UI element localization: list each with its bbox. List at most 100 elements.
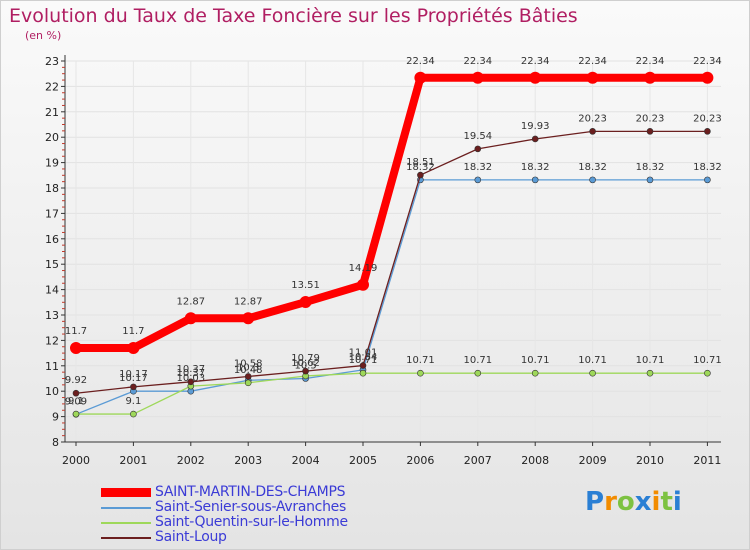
data-label: 10.71 xyxy=(521,355,550,366)
data-label: 18.32 xyxy=(636,162,665,173)
data-label: 10.3 xyxy=(237,362,259,373)
x-tick-label: 2003 xyxy=(234,454,262,467)
data-label: 9.92 xyxy=(65,375,87,386)
data-label: 22.34 xyxy=(521,56,550,67)
y-axis-unit-label: (en %) xyxy=(25,29,62,42)
series-line xyxy=(75,130,709,394)
data-label: 10.5 xyxy=(294,361,316,372)
y-tick-label: 23 xyxy=(45,55,59,68)
y-tick-label: 11 xyxy=(45,360,59,373)
data-label: 9.1 xyxy=(68,396,84,407)
x-tick-label: 2006 xyxy=(406,454,434,467)
data-point xyxy=(646,128,654,135)
data-label: 12.87 xyxy=(176,296,205,307)
data-label: 22.34 xyxy=(636,56,665,67)
logo-letter: r xyxy=(604,487,617,517)
x-tick-label: 2002 xyxy=(177,454,205,467)
logo-letter: i xyxy=(672,487,682,517)
data-label: 22.34 xyxy=(693,56,722,67)
legend-label: Saint-Quentin-sur-le-Homme xyxy=(155,514,348,530)
data-point xyxy=(704,176,711,184)
data-point xyxy=(357,278,369,291)
data-point xyxy=(417,171,424,179)
data-point xyxy=(184,312,197,325)
data-point xyxy=(644,71,656,84)
data-label: 10.71 xyxy=(693,355,722,366)
series-line xyxy=(75,372,709,415)
data-label: 10.62 xyxy=(291,358,320,369)
data-point xyxy=(704,369,711,377)
data-point xyxy=(471,71,484,84)
data-label: 9.09 xyxy=(65,396,87,407)
data-label: 10.37 xyxy=(176,368,205,379)
x-tick-label: 2008 xyxy=(521,454,549,467)
data-label: 10.71 xyxy=(349,355,378,366)
data-point xyxy=(646,176,654,184)
y-tick-label: 10 xyxy=(45,385,59,398)
data-point xyxy=(72,389,80,397)
data-point xyxy=(242,312,255,325)
y-tick-label: 9 xyxy=(52,411,59,424)
data-point xyxy=(72,410,80,418)
x-tick-label: 2001 xyxy=(119,454,147,467)
data-label: 22.34 xyxy=(578,56,607,67)
data-point xyxy=(474,369,482,377)
legend-label: Saint-Loup xyxy=(155,529,227,545)
data-label: 10.79 xyxy=(291,353,320,364)
y-tick-label: 14 xyxy=(45,284,59,297)
data-point xyxy=(187,378,195,386)
data-point xyxy=(130,383,137,391)
data-point xyxy=(70,342,82,355)
data-label: 10.17 xyxy=(119,373,148,384)
logo-letter: x xyxy=(634,487,652,517)
data-label: 10.37 xyxy=(176,364,205,375)
logo-letter: t xyxy=(660,487,673,517)
logo-letter: i xyxy=(651,487,661,517)
data-point xyxy=(474,145,482,153)
legend-swatch xyxy=(101,488,151,497)
logo-letter: P xyxy=(585,487,605,517)
x-tick-label: 2007 xyxy=(464,454,492,467)
data-label: 10.71 xyxy=(636,355,665,366)
data-label: 20.23 xyxy=(636,113,665,124)
data-point xyxy=(531,135,539,143)
data-point xyxy=(531,176,539,184)
data-point xyxy=(474,176,482,184)
y-tick-label: 17 xyxy=(45,207,59,220)
data-label: 10.48 xyxy=(234,365,263,376)
x-tick-label: 2004 xyxy=(292,454,320,467)
data-label: 18.51 xyxy=(406,157,435,168)
data-label: 11.7 xyxy=(65,326,87,337)
data-point xyxy=(414,71,427,84)
data-label: 20.23 xyxy=(693,113,722,124)
data-point xyxy=(646,369,654,377)
data-label: 22.34 xyxy=(406,56,435,67)
y-tick-label: 22 xyxy=(45,80,59,93)
legend-label: SAINT-MARTIN-DES-CHAMPS xyxy=(155,484,346,500)
x-tick-label: 2011 xyxy=(693,454,721,467)
data-label: 18.32 xyxy=(521,162,550,173)
x-tick-label: 2000 xyxy=(62,454,90,467)
data-point xyxy=(589,176,596,184)
data-label: 10.71 xyxy=(463,355,492,366)
legend-label: Saint-Senier-sous-Avranches xyxy=(155,499,346,515)
data-point xyxy=(531,369,539,377)
data-label: 14.19 xyxy=(349,263,378,274)
line-chart: 8 9 10 11 12 13 14 15 16 17 18 19 20 21 22 23 2000 2001 20… xyxy=(45,55,722,467)
data-point xyxy=(704,128,711,135)
data-point xyxy=(359,369,367,377)
data-label: 11.7 xyxy=(122,326,144,337)
logo-letter: o xyxy=(616,487,635,517)
legend-swatch xyxy=(101,507,151,509)
data-point xyxy=(529,71,542,84)
x-tick-label: 2005 xyxy=(349,454,377,467)
data-label: 18.32 xyxy=(406,162,435,173)
data-label: 19.54 xyxy=(463,131,492,142)
data-label: 20.23 xyxy=(578,113,607,124)
data-point xyxy=(244,379,252,387)
legend-swatch xyxy=(101,522,151,524)
data-point xyxy=(589,369,596,377)
data-label: 10.17 xyxy=(119,369,148,380)
proxiti-logo: Proxiti xyxy=(585,487,682,517)
